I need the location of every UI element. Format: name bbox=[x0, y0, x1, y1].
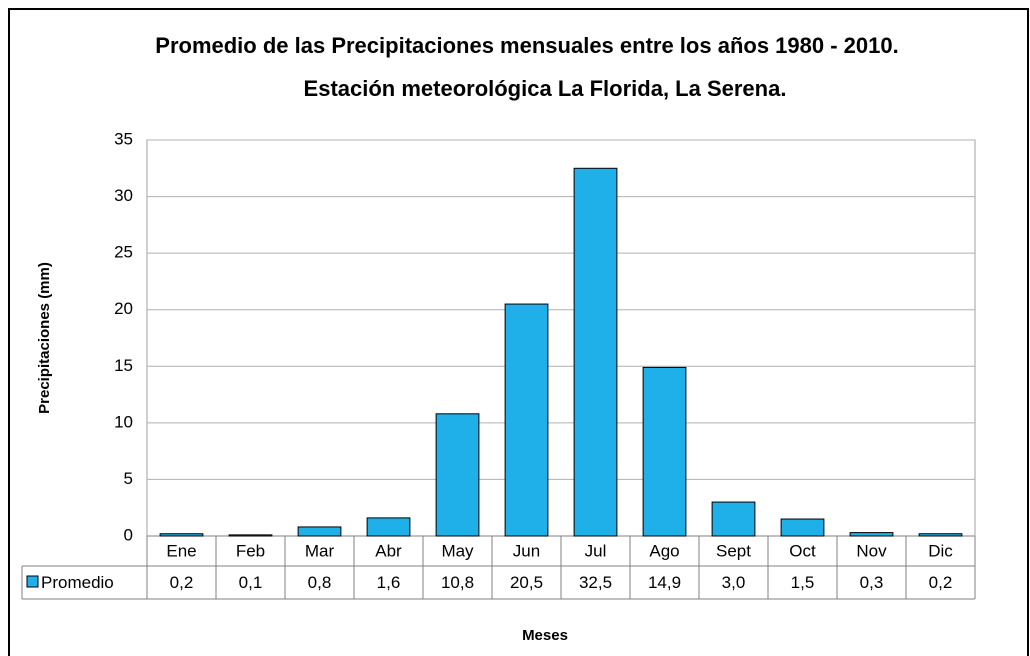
value-label: 3,0 bbox=[722, 573, 746, 592]
y-tick-label: 25 bbox=[114, 243, 133, 262]
x-tick-label: Dic bbox=[928, 541, 953, 560]
value-label: 0,3 bbox=[860, 573, 884, 592]
y-tick-label: 30 bbox=[114, 186, 133, 205]
y-tick-label: 5 bbox=[124, 469, 133, 488]
bar bbox=[504, 303, 549, 537]
x-tick-label: Ene bbox=[166, 541, 196, 560]
value-label: 10,8 bbox=[441, 573, 474, 592]
y-tick-label: 20 bbox=[114, 299, 133, 318]
bar bbox=[711, 501, 756, 537]
value-label: 32,5 bbox=[579, 573, 612, 592]
y-tick-label: 0 bbox=[124, 525, 133, 544]
bar bbox=[228, 534, 273, 537]
bar bbox=[918, 533, 963, 537]
bar bbox=[780, 518, 825, 537]
bar bbox=[573, 167, 618, 537]
value-label: 0,2 bbox=[929, 573, 953, 592]
chart-title: Promedio de las Precipitaciones mensuale… bbox=[155, 33, 898, 58]
x-tick-label: Sept bbox=[716, 541, 751, 560]
x-axis-title: Meses bbox=[522, 627, 568, 644]
legend-label: Promedio bbox=[41, 573, 114, 592]
x-tick-label: Mar bbox=[305, 541, 335, 560]
value-label: 0,1 bbox=[239, 573, 263, 592]
legend-key bbox=[26, 575, 39, 588]
chart-subtitle: Estación meteorológica La Florida, La Se… bbox=[304, 76, 787, 101]
value-label: 1,5 bbox=[791, 573, 815, 592]
bar bbox=[435, 413, 480, 537]
value-label: 0,2 bbox=[170, 573, 194, 592]
bar bbox=[297, 526, 342, 537]
y-tick-label: 15 bbox=[114, 356, 133, 375]
x-tick-label: Ago bbox=[649, 541, 679, 560]
bar bbox=[366, 517, 411, 537]
y-tick-label: 35 bbox=[114, 129, 133, 148]
value-label: 0,8 bbox=[308, 573, 332, 592]
bar bbox=[849, 532, 894, 537]
value-label: 14,9 bbox=[648, 573, 681, 592]
x-tick-label: Jul bbox=[585, 541, 607, 560]
value-label: 1,6 bbox=[377, 573, 401, 592]
x-tick-label: Nov bbox=[856, 541, 887, 560]
value-label: 20,5 bbox=[510, 573, 543, 592]
x-tick-label: Feb bbox=[236, 541, 265, 560]
x-tick-label: Abr bbox=[375, 541, 402, 560]
bar bbox=[159, 533, 204, 537]
y-tick-label: 10 bbox=[114, 412, 133, 431]
bar bbox=[642, 366, 687, 537]
y-axis-title: Precipitaciones (mm) bbox=[36, 262, 53, 414]
x-tick-label: Jun bbox=[513, 541, 540, 560]
x-tick-label: May bbox=[441, 541, 474, 560]
x-tick-label: Oct bbox=[789, 541, 816, 560]
